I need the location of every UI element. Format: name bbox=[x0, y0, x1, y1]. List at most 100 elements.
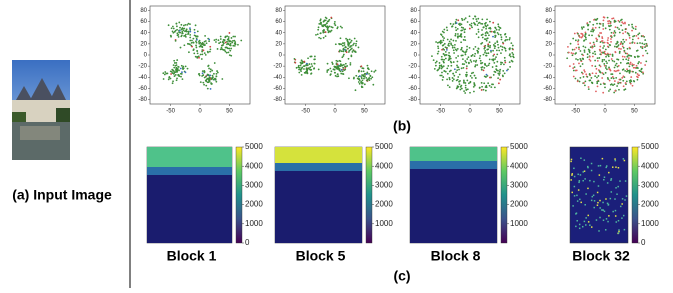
point bbox=[495, 56, 497, 58]
point bbox=[181, 27, 184, 30]
point bbox=[452, 39, 455, 42]
point bbox=[193, 31, 196, 34]
point bbox=[577, 40, 579, 43]
point bbox=[461, 29, 464, 32]
point bbox=[606, 16, 609, 19]
point bbox=[484, 22, 486, 25]
point bbox=[196, 52, 199, 55]
point bbox=[466, 48, 468, 51]
point bbox=[499, 33, 502, 36]
point bbox=[614, 64, 617, 67]
map-speck bbox=[595, 219, 598, 221]
map-speck bbox=[587, 221, 590, 223]
point bbox=[215, 41, 217, 43]
y-tick-label: 40 bbox=[545, 30, 552, 36]
point bbox=[601, 40, 604, 42]
point bbox=[602, 91, 605, 94]
point bbox=[590, 81, 593, 84]
point bbox=[610, 40, 612, 43]
map-speck bbox=[606, 202, 609, 205]
point bbox=[297, 64, 300, 67]
point bbox=[613, 45, 616, 48]
point bbox=[503, 46, 506, 49]
point bbox=[201, 45, 204, 48]
point bbox=[631, 84, 634, 87]
point bbox=[481, 18, 484, 21]
point bbox=[226, 40, 228, 43]
point bbox=[503, 63, 505, 66]
point bbox=[357, 81, 360, 83]
point bbox=[345, 37, 347, 40]
point bbox=[457, 76, 460, 78]
axes-frame bbox=[284, 5, 386, 105]
map-speck bbox=[578, 181, 580, 184]
point bbox=[604, 48, 607, 51]
point bbox=[215, 75, 218, 78]
point bbox=[594, 59, 597, 62]
point bbox=[457, 85, 460, 88]
map-speck bbox=[614, 198, 616, 200]
point bbox=[162, 72, 165, 75]
y-tick-label: 60 bbox=[410, 19, 417, 25]
point bbox=[180, 75, 182, 78]
x-tick-label: -50 bbox=[166, 109, 175, 115]
point bbox=[480, 81, 483, 84]
point bbox=[300, 59, 303, 62]
point bbox=[611, 55, 614, 57]
map-speck bbox=[624, 199, 626, 201]
point bbox=[320, 21, 323, 24]
point bbox=[601, 72, 604, 74]
point bbox=[211, 77, 213, 80]
point bbox=[176, 25, 178, 28]
point bbox=[634, 28, 637, 31]
map-region bbox=[275, 171, 362, 243]
point bbox=[471, 54, 474, 56]
point bbox=[628, 37, 631, 39]
point bbox=[205, 84, 208, 87]
point bbox=[334, 74, 337, 77]
point bbox=[639, 46, 642, 48]
map-speck bbox=[573, 185, 576, 188]
point bbox=[475, 20, 478, 23]
point bbox=[448, 77, 451, 79]
point bbox=[634, 66, 637, 69]
point bbox=[192, 41, 195, 44]
point bbox=[190, 41, 193, 44]
map-speck bbox=[578, 180, 581, 182]
point bbox=[490, 30, 493, 33]
point bbox=[627, 57, 630, 60]
point bbox=[307, 57, 309, 60]
point bbox=[199, 44, 202, 47]
point bbox=[191, 45, 193, 48]
point bbox=[504, 49, 507, 52]
point bbox=[623, 40, 626, 43]
point bbox=[228, 32, 231, 34]
point bbox=[580, 59, 582, 62]
map-speck bbox=[589, 179, 591, 182]
point bbox=[615, 62, 618, 65]
point bbox=[575, 58, 577, 60]
point bbox=[358, 77, 361, 80]
point bbox=[299, 64, 302, 67]
map-speck bbox=[590, 162, 593, 165]
y-tick-label: 0 bbox=[414, 53, 418, 59]
colorbar-tick-label: 4000 bbox=[245, 161, 263, 170]
point bbox=[209, 48, 212, 51]
point bbox=[232, 44, 235, 47]
point bbox=[441, 71, 443, 74]
point bbox=[355, 40, 358, 43]
point bbox=[622, 38, 625, 41]
map-speck bbox=[573, 167, 575, 170]
point bbox=[216, 70, 218, 72]
point bbox=[448, 86, 451, 89]
heatmap: 0 1000 2000 3000 4000 5000 Block 32 bbox=[569, 142, 659, 264]
point bbox=[603, 41, 606, 44]
map-speck bbox=[599, 207, 601, 209]
point bbox=[593, 18, 595, 21]
point bbox=[612, 84, 614, 87]
colorbar-tick-label: 1000 bbox=[375, 219, 393, 228]
map-speck bbox=[590, 169, 593, 172]
point bbox=[459, 80, 461, 82]
point bbox=[601, 77, 604, 79]
point bbox=[324, 16, 327, 19]
